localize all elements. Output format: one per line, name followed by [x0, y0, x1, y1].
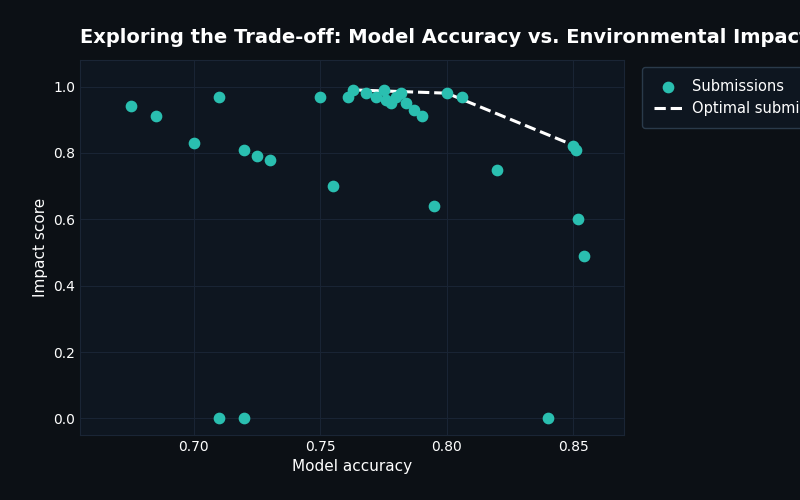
- Submissions: [407, 106, 420, 114]
- Submissions: [577, 252, 590, 260]
- Submissions: [347, 86, 360, 94]
- Submissions: [250, 152, 263, 160]
- Submissions: [456, 92, 469, 100]
- Submissions: [213, 414, 226, 422]
- Legend: Submissions, Optimal submissions: Submissions, Optimal submissions: [642, 68, 800, 128]
- Submissions: [359, 89, 372, 97]
- Submissions: [390, 92, 402, 100]
- Submissions: [441, 89, 454, 97]
- Submissions: [124, 102, 137, 110]
- Submissions: [380, 96, 393, 104]
- Submissions: [385, 99, 398, 107]
- Submissions: [150, 112, 162, 120]
- Submissions: [491, 166, 504, 173]
- Optimal submissions: [349, 87, 358, 93]
- Submissions: [187, 139, 200, 147]
- X-axis label: Model accuracy: Model accuracy: [292, 460, 412, 474]
- Submissions: [238, 146, 251, 154]
- Line: Optimal submissions: Optimal submissions: [354, 90, 576, 146]
- Submissions: [263, 156, 276, 164]
- Submissions: [395, 89, 408, 97]
- Y-axis label: Impact score: Impact score: [33, 198, 47, 297]
- Submissions: [342, 92, 354, 100]
- Submissions: [326, 182, 339, 190]
- Optimal submissions: [442, 90, 452, 96]
- Submissions: [572, 216, 585, 224]
- Submissions: [542, 414, 554, 422]
- Optimal submissions: [571, 144, 581, 150]
- Submissions: [428, 202, 441, 210]
- Submissions: [314, 92, 326, 100]
- Submissions: [370, 92, 382, 100]
- Submissions: [415, 112, 428, 120]
- Submissions: [378, 86, 390, 94]
- Submissions: [213, 92, 226, 100]
- Submissions: [400, 99, 413, 107]
- Submissions: [238, 414, 251, 422]
- Submissions: [570, 146, 582, 154]
- Submissions: [567, 142, 580, 150]
- Text: Exploring the Trade-off: Model Accuracy vs. Environmental Impact: Exploring the Trade-off: Model Accuracy …: [80, 28, 800, 48]
